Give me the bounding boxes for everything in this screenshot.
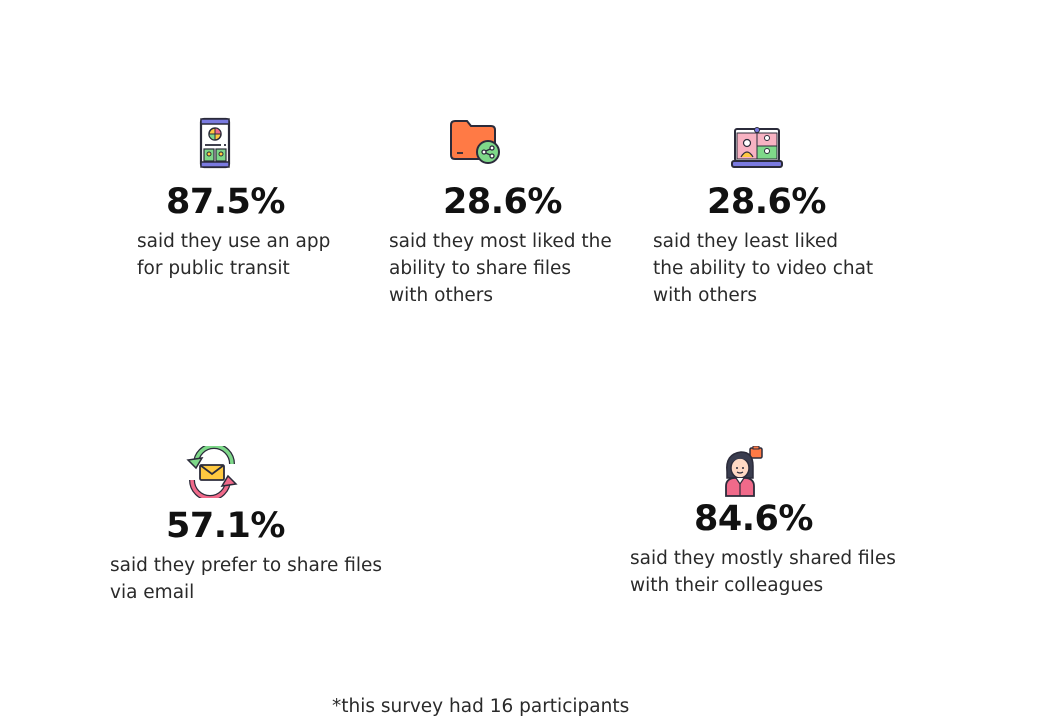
email-exchange-icon bbox=[186, 446, 238, 498]
video-chat-laptop-icon bbox=[731, 127, 783, 168]
stat-value: 87.5% bbox=[166, 182, 285, 222]
shared-folder-icon bbox=[450, 120, 500, 164]
survey-footnote: *this survey had 16 participants bbox=[332, 696, 630, 717]
stat-value: 28.6% bbox=[443, 182, 562, 222]
stat-description: said they most liked the ability to shar… bbox=[389, 231, 612, 306]
stat-value: 28.6% bbox=[707, 182, 826, 222]
stat-description: said they mostly shared files with their… bbox=[630, 548, 896, 596]
stat-value: 57.1% bbox=[166, 506, 285, 546]
stat-description: said they least liked the ability to vid… bbox=[653, 231, 874, 306]
stat-description: said they prefer to share files via emai… bbox=[110, 555, 383, 603]
stat-description: said they use an app for public transit bbox=[137, 231, 331, 279]
smartphone-transit-app-icon bbox=[199, 117, 231, 169]
colleague-person-icon bbox=[725, 446, 763, 497]
stat-value: 84.6% bbox=[694, 499, 813, 539]
